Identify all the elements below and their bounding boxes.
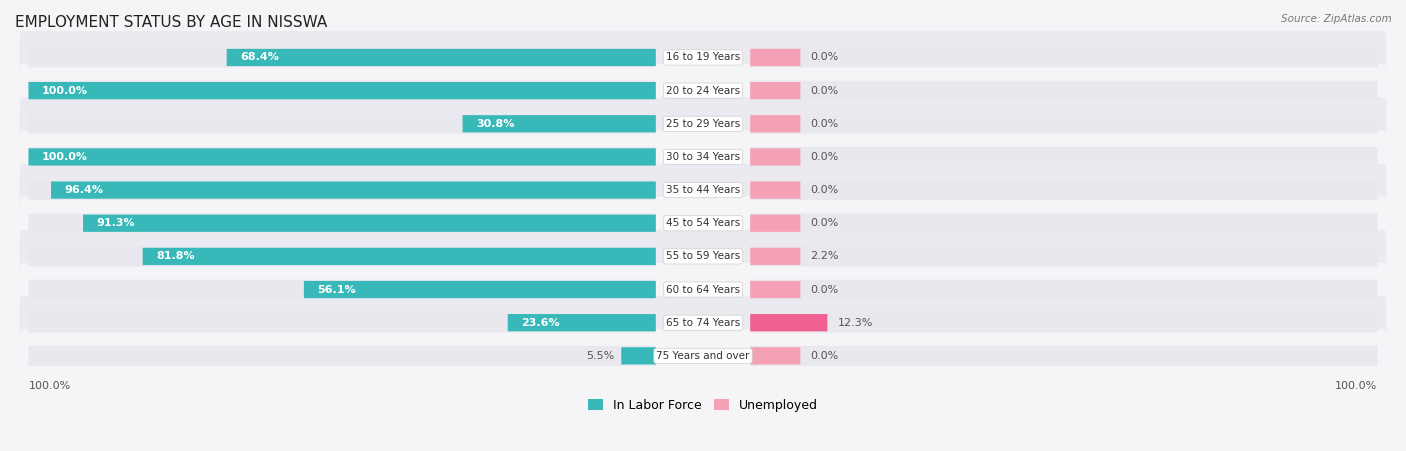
Text: 16 to 19 Years: 16 to 19 Years: [666, 52, 740, 63]
FancyBboxPatch shape: [28, 147, 655, 167]
FancyBboxPatch shape: [508, 314, 655, 331]
FancyBboxPatch shape: [751, 147, 1378, 167]
Text: 0.0%: 0.0%: [810, 86, 839, 96]
Legend: In Labor Force, Unemployed: In Labor Force, Unemployed: [583, 394, 823, 417]
FancyBboxPatch shape: [51, 181, 655, 199]
FancyBboxPatch shape: [463, 115, 655, 133]
FancyBboxPatch shape: [751, 114, 1378, 134]
FancyBboxPatch shape: [28, 47, 655, 67]
Text: 65 to 74 Years: 65 to 74 Years: [666, 318, 740, 328]
FancyBboxPatch shape: [751, 280, 1378, 299]
FancyBboxPatch shape: [621, 347, 655, 364]
FancyBboxPatch shape: [751, 148, 800, 166]
FancyBboxPatch shape: [28, 313, 655, 333]
FancyBboxPatch shape: [28, 114, 655, 134]
Text: 68.4%: 68.4%: [240, 52, 278, 63]
Text: 20 to 24 Years: 20 to 24 Years: [666, 86, 740, 96]
Text: 0.0%: 0.0%: [810, 52, 839, 63]
Text: 100.0%: 100.0%: [42, 86, 89, 96]
Text: 0.0%: 0.0%: [810, 218, 839, 228]
Text: 30.8%: 30.8%: [477, 119, 515, 129]
FancyBboxPatch shape: [751, 47, 1378, 67]
FancyBboxPatch shape: [28, 180, 655, 200]
FancyBboxPatch shape: [20, 296, 1386, 349]
Text: 5.5%: 5.5%: [586, 351, 614, 361]
Text: 30 to 34 Years: 30 to 34 Years: [666, 152, 740, 162]
FancyBboxPatch shape: [226, 49, 655, 66]
FancyBboxPatch shape: [20, 31, 1386, 84]
Text: 0.0%: 0.0%: [810, 351, 839, 361]
FancyBboxPatch shape: [20, 64, 1386, 117]
Text: 75 Years and over: 75 Years and over: [657, 351, 749, 361]
FancyBboxPatch shape: [83, 215, 655, 232]
FancyBboxPatch shape: [751, 180, 1378, 200]
Text: 56.1%: 56.1%: [318, 285, 356, 295]
Text: 23.6%: 23.6%: [522, 318, 560, 328]
FancyBboxPatch shape: [751, 246, 1378, 267]
FancyBboxPatch shape: [20, 97, 1386, 150]
FancyBboxPatch shape: [28, 280, 655, 299]
FancyBboxPatch shape: [20, 263, 1386, 316]
FancyBboxPatch shape: [20, 197, 1386, 250]
FancyBboxPatch shape: [142, 248, 655, 265]
FancyBboxPatch shape: [751, 49, 800, 66]
Text: 0.0%: 0.0%: [810, 119, 839, 129]
FancyBboxPatch shape: [20, 130, 1386, 184]
Text: 91.3%: 91.3%: [97, 218, 135, 228]
FancyBboxPatch shape: [28, 82, 655, 99]
FancyBboxPatch shape: [28, 81, 655, 101]
FancyBboxPatch shape: [751, 115, 800, 133]
FancyBboxPatch shape: [751, 213, 1378, 233]
FancyBboxPatch shape: [28, 213, 655, 233]
Text: 100.0%: 100.0%: [42, 152, 89, 162]
FancyBboxPatch shape: [28, 346, 655, 366]
Text: 55 to 59 Years: 55 to 59 Years: [666, 251, 740, 262]
FancyBboxPatch shape: [20, 329, 1386, 382]
Text: 45 to 54 Years: 45 to 54 Years: [666, 218, 740, 228]
Text: 12.3%: 12.3%: [838, 318, 873, 328]
FancyBboxPatch shape: [751, 248, 800, 265]
Text: 81.8%: 81.8%: [156, 251, 195, 262]
FancyBboxPatch shape: [20, 230, 1386, 283]
Text: 0.0%: 0.0%: [810, 152, 839, 162]
FancyBboxPatch shape: [751, 215, 800, 232]
Text: 25 to 29 Years: 25 to 29 Years: [666, 119, 740, 129]
FancyBboxPatch shape: [751, 181, 800, 199]
Text: 0.0%: 0.0%: [810, 185, 839, 195]
Text: 96.4%: 96.4%: [65, 185, 104, 195]
FancyBboxPatch shape: [751, 81, 1378, 101]
Text: 100.0%: 100.0%: [1336, 381, 1378, 391]
FancyBboxPatch shape: [751, 347, 800, 364]
Text: Source: ZipAtlas.com: Source: ZipAtlas.com: [1281, 14, 1392, 23]
FancyBboxPatch shape: [751, 314, 827, 331]
FancyBboxPatch shape: [751, 313, 1378, 333]
FancyBboxPatch shape: [304, 281, 655, 298]
Text: EMPLOYMENT STATUS BY AGE IN NISSWA: EMPLOYMENT STATUS BY AGE IN NISSWA: [15, 15, 328, 30]
FancyBboxPatch shape: [751, 281, 800, 298]
Text: 60 to 64 Years: 60 to 64 Years: [666, 285, 740, 295]
Text: 100.0%: 100.0%: [28, 381, 70, 391]
FancyBboxPatch shape: [751, 346, 1378, 366]
Text: 35 to 44 Years: 35 to 44 Years: [666, 185, 740, 195]
Text: 2.2%: 2.2%: [810, 251, 839, 262]
FancyBboxPatch shape: [751, 82, 800, 99]
FancyBboxPatch shape: [20, 164, 1386, 216]
Text: 0.0%: 0.0%: [810, 285, 839, 295]
FancyBboxPatch shape: [28, 148, 655, 166]
FancyBboxPatch shape: [28, 246, 655, 267]
